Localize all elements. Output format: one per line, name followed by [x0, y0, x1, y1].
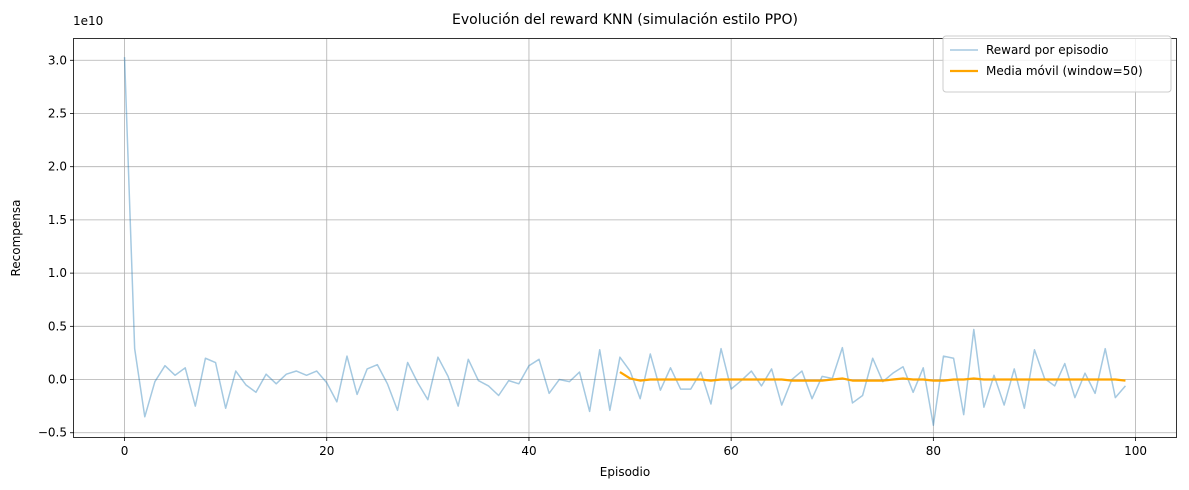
plot-frame [73, 38, 1177, 438]
series-line-moving-average [619, 371, 1126, 382]
x-axis-label: Episodio [600, 465, 650, 479]
legend-box [942, 35, 1172, 93]
x-tick-label: 20 [319, 444, 334, 458]
y-tick-label: 0.5 [48, 319, 67, 333]
y-tick-label: 0.0 [48, 373, 67, 387]
ticks: 0 20 40 60 80 100 −0.5 0.0 0.5 1.0 1.5 2.0 2.5 3.0 [38, 53, 1147, 458]
y-axis-label: Recompensa [9, 199, 23, 276]
y-tick-label: 2.5 [48, 106, 67, 120]
y-scale-label: 1e10 [73, 14, 103, 28]
x-tick-label: 100 [1124, 444, 1147, 458]
y-tick-label: 1.5 [48, 213, 67, 227]
legend: Reward por episodio Media móvil (window=… [942, 35, 1172, 93]
x-tick-label: 0 [121, 444, 129, 458]
x-tick-label: 80 [926, 444, 941, 458]
legend-label-moving-average: Media móvil (window=50) [986, 64, 1143, 78]
legend-label-reward: Reward por episodio [986, 43, 1108, 57]
y-tick-label: 2.0 [48, 160, 67, 174]
y-tick-label: −0.5 [38, 426, 67, 440]
chart-title: Evolución del reward KNN (simulación est… [452, 12, 798, 28]
grid [74, 39, 1176, 437]
y-tick-label: 3.0 [48, 53, 67, 67]
series-line-reward [123, 57, 1127, 427]
y-tick-label: 1.0 [48, 266, 67, 280]
series [123, 57, 1127, 427]
x-tick-label: 60 [724, 444, 739, 458]
x-tick-label: 40 [521, 444, 536, 458]
